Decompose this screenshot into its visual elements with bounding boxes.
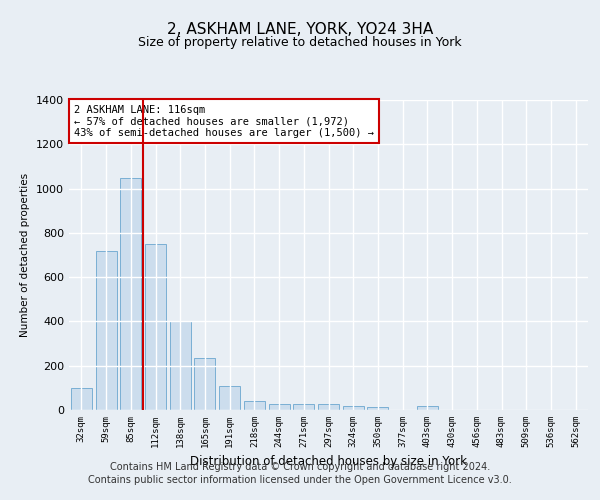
Bar	[95, 250, 116, 410]
Bar	[170, 322, 191, 410]
Text: Contains public sector information licensed under the Open Government Licence v3: Contains public sector information licen…	[88, 475, 512, 485]
Text: 2 ASKHAM LANE: 116sqm
← 57% of detached houses are smaller (1,972)
43% of semi-d: 2 ASKHAM LANE: 116sqm ← 57% of detached …	[74, 104, 374, 138]
Text: Contains HM Land Registry data © Crown copyright and database right 2024.: Contains HM Land Registry data © Crown c…	[110, 462, 490, 472]
Bar	[269, 404, 290, 410]
Bar	[71, 388, 92, 410]
Y-axis label: Number of detached properties: Number of detached properties	[20, 173, 31, 337]
Bar	[343, 406, 364, 410]
Bar	[367, 406, 388, 410]
Bar	[417, 406, 438, 410]
Bar	[120, 178, 141, 410]
Bar	[244, 401, 265, 410]
Text: 2, ASKHAM LANE, YORK, YO24 3HA: 2, ASKHAM LANE, YORK, YO24 3HA	[167, 22, 433, 38]
X-axis label: Distribution of detached houses by size in York: Distribution of detached houses by size …	[190, 456, 467, 468]
Bar	[219, 386, 240, 410]
Bar	[194, 358, 215, 410]
Text: Size of property relative to detached houses in York: Size of property relative to detached ho…	[138, 36, 462, 49]
Bar	[293, 404, 314, 410]
Bar	[318, 404, 339, 410]
Bar	[145, 244, 166, 410]
